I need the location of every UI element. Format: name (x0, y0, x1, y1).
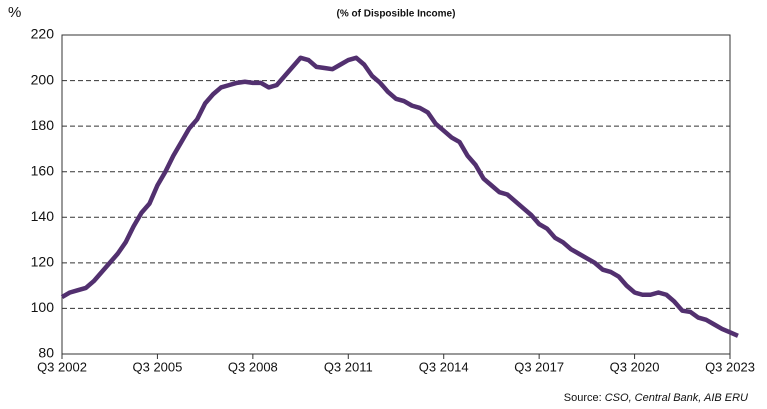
source: CSO, Central Bank, AIB ERU (605, 392, 748, 404)
x-tick-label: Q3 2005 (132, 359, 182, 374)
source-note: Source: CSO, Central Bank, AIB ERU (564, 392, 748, 404)
x-tick-label: Q3 2023 (705, 359, 755, 374)
x-tick-label: Q3 2014 (419, 359, 469, 374)
line-series (60, 55, 739, 338)
y-tick-label: 160 (31, 162, 55, 178)
subtitle: (% of Disposible Income) (337, 9, 456, 20)
y-tick-label: 120 (31, 254, 55, 270)
y-tick-label: 220 (31, 26, 55, 42)
y-tick-label: 180 (31, 117, 55, 133)
x-tick-label: Q3 2011 (324, 359, 373, 374)
x-tick-label: Q3 2002 (37, 359, 87, 374)
y-tick-label: 100 (31, 299, 55, 315)
y-tick-label: 140 (31, 208, 55, 224)
x-tick-label: Q3 2008 (228, 359, 278, 374)
y-unit: % (8, 4, 21, 21)
y-tick-label: 80 (38, 345, 54, 361)
x-tick-label: Q3 2020 (610, 359, 660, 374)
plot-frame (61, 34, 731, 355)
source-label: Source: (564, 392, 602, 404)
x-tick-label: Q3 2017 (514, 359, 564, 374)
y-tick-label: 200 (31, 71, 55, 87)
